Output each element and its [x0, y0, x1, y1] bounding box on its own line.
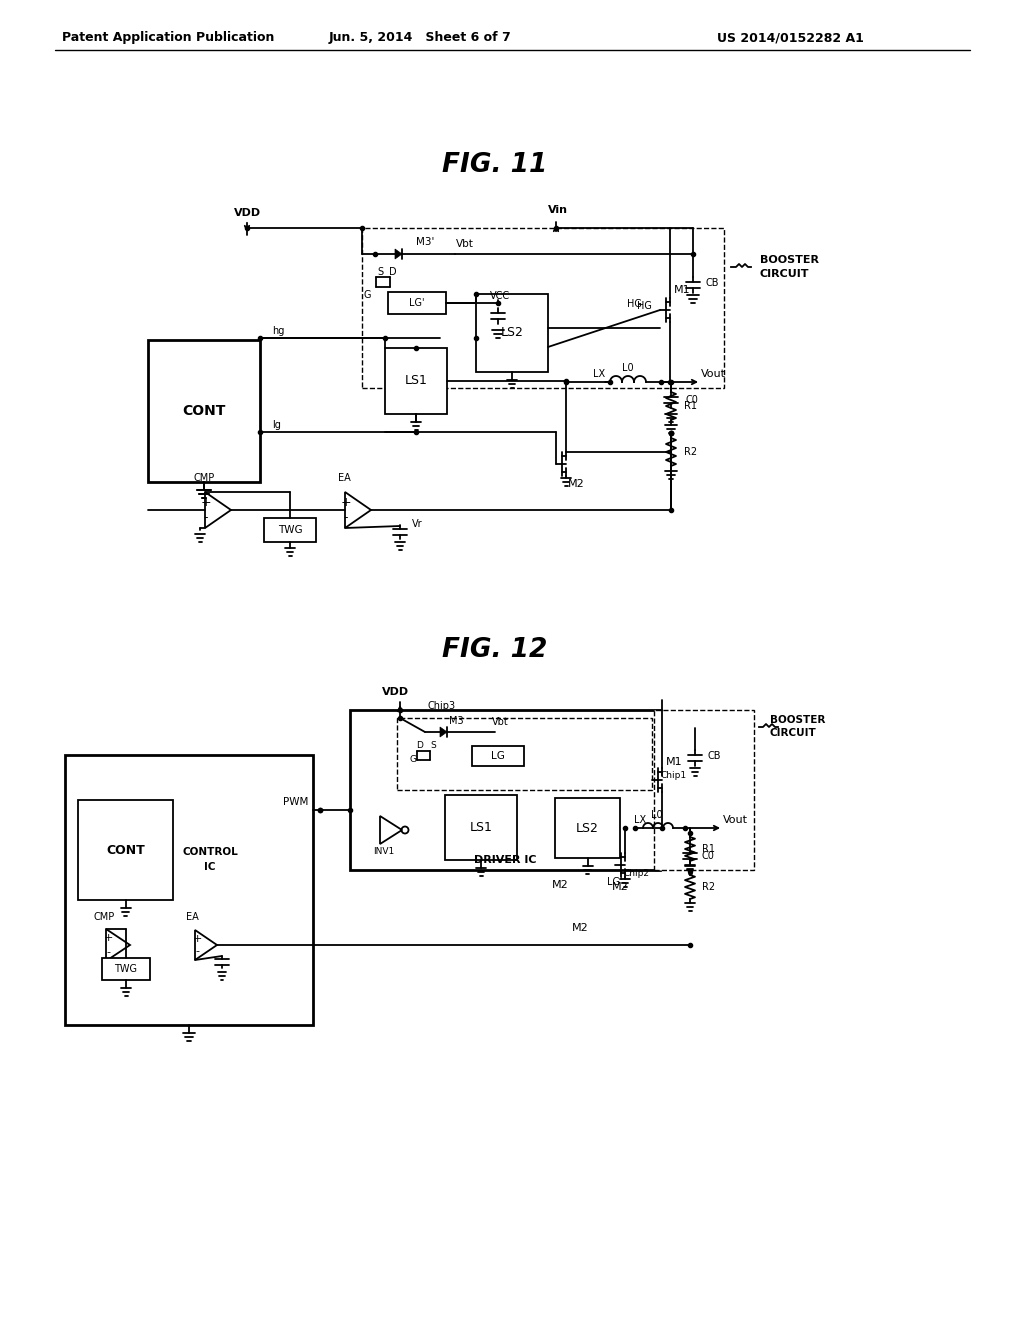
Text: BOOSTER: BOOSTER: [770, 715, 825, 725]
Text: FIG. 12: FIG. 12: [442, 638, 548, 663]
Text: FIG. 11: FIG. 11: [442, 152, 548, 178]
Text: LX: LX: [634, 814, 646, 825]
Bar: [78, 800, 173, 900]
Text: BOOSTER: BOOSTER: [760, 255, 819, 265]
Text: +: +: [201, 495, 211, 508]
Text: Vout: Vout: [700, 370, 725, 379]
Text: M1: M1: [666, 756, 682, 767]
Text: G: G: [364, 290, 371, 300]
Text: M2: M2: [611, 882, 629, 892]
Text: CIRCUIT: CIRCUIT: [770, 729, 817, 738]
Text: LS1: LS1: [470, 821, 493, 834]
Text: Vbt: Vbt: [492, 717, 508, 727]
Text: IC: IC: [204, 862, 216, 873]
Text: M3: M3: [449, 715, 463, 726]
Text: LS2: LS2: [501, 326, 523, 339]
Text: LG: LG: [492, 751, 505, 762]
Bar: [654, 710, 754, 870]
Text: G: G: [410, 755, 417, 764]
Text: R1: R1: [702, 843, 715, 854]
Text: +: +: [341, 495, 351, 508]
Text: CONT: CONT: [106, 843, 144, 857]
Text: LG': LG': [410, 298, 425, 308]
Text: S: S: [377, 267, 383, 277]
Text: M3': M3': [416, 238, 434, 247]
Text: M2: M2: [567, 479, 585, 488]
Bar: [65, 755, 313, 1026]
Bar: [397, 718, 652, 789]
Text: -: -: [344, 511, 348, 524]
Text: S: S: [430, 741, 436, 750]
Text: CONT: CONT: [182, 404, 225, 418]
Text: C0: C0: [685, 395, 698, 405]
Text: DRIVER IC: DRIVER IC: [474, 855, 537, 865]
Text: CMP: CMP: [93, 912, 115, 921]
Text: VDD: VDD: [233, 209, 260, 218]
Bar: [264, 517, 316, 543]
Text: hg: hg: [272, 326, 285, 337]
Text: +: +: [103, 933, 113, 942]
Text: INV1: INV1: [374, 847, 394, 857]
Text: Patent Application Publication: Patent Application Publication: [61, 32, 274, 45]
Bar: [148, 341, 260, 482]
Text: VCC: VCC: [489, 290, 510, 301]
Text: -: -: [106, 946, 110, 957]
Text: CMP: CMP: [194, 473, 215, 483]
Bar: [102, 958, 150, 979]
Text: LS1: LS1: [404, 375, 427, 388]
Text: Chip1: Chip1: [660, 771, 687, 780]
Text: US 2014/0152282 A1: US 2014/0152282 A1: [717, 32, 863, 45]
Polygon shape: [395, 249, 402, 259]
Text: lg: lg: [272, 420, 281, 430]
Text: C0: C0: [702, 851, 715, 861]
Text: LX: LX: [593, 370, 605, 379]
Bar: [472, 746, 524, 766]
Text: HG: HG: [637, 301, 652, 312]
Text: D: D: [417, 741, 424, 750]
Polygon shape: [440, 727, 447, 737]
Text: VDD: VDD: [382, 686, 410, 697]
Text: +: +: [193, 935, 202, 944]
Bar: [476, 294, 548, 372]
Text: HG: HG: [627, 300, 642, 309]
Text: Vbt: Vbt: [456, 239, 474, 249]
Text: M2: M2: [571, 923, 589, 933]
Text: -: -: [204, 511, 208, 524]
Bar: [385, 348, 447, 414]
Text: EA: EA: [338, 473, 350, 483]
Text: TWG: TWG: [278, 525, 302, 535]
Text: CB: CB: [707, 751, 721, 762]
Text: Chip2: Chip2: [624, 869, 650, 878]
Text: CIRCUIT: CIRCUIT: [760, 269, 810, 279]
Text: LG': LG': [607, 876, 623, 887]
Bar: [388, 292, 446, 314]
Text: R2: R2: [702, 882, 715, 892]
Bar: [555, 799, 620, 858]
Text: R1: R1: [684, 401, 697, 411]
Text: M1: M1: [674, 285, 690, 294]
Text: EA: EA: [185, 912, 199, 921]
Text: R2: R2: [684, 447, 697, 457]
Text: L0: L0: [651, 810, 663, 820]
Text: Vout: Vout: [723, 814, 748, 825]
Text: D: D: [389, 267, 397, 277]
Text: LS2: LS2: [577, 821, 599, 834]
Text: PWM: PWM: [283, 797, 308, 807]
Text: -: -: [195, 946, 199, 956]
Bar: [445, 795, 517, 861]
Text: CB: CB: [705, 279, 719, 288]
Text: M2: M2: [552, 880, 568, 890]
Text: L0: L0: [623, 363, 634, 374]
Text: Chip3: Chip3: [428, 701, 456, 711]
Bar: [362, 228, 724, 388]
Bar: [350, 710, 660, 870]
Text: TWG: TWG: [115, 964, 137, 974]
Text: Vin: Vin: [548, 205, 568, 215]
Text: Vr: Vr: [412, 519, 423, 529]
Text: Jun. 5, 2014   Sheet 6 of 7: Jun. 5, 2014 Sheet 6 of 7: [329, 32, 511, 45]
Text: CONTROL: CONTROL: [182, 847, 238, 857]
